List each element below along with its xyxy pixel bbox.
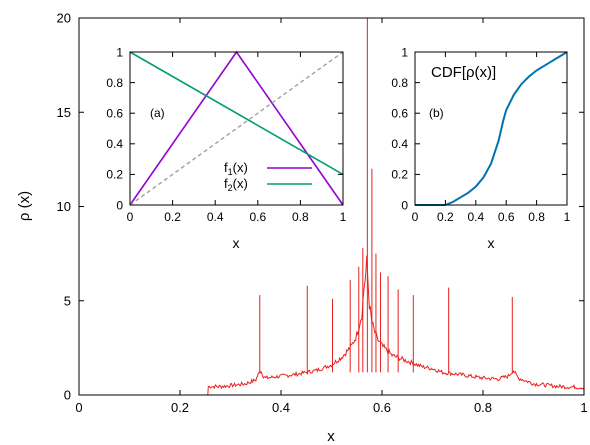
legend-label-f2: f2(x)	[224, 176, 248, 193]
main-y-axis-label: ρ (x)	[16, 191, 33, 221]
inset-a-x-axis-label: x	[233, 235, 240, 251]
x-tick-label: 0.8	[292, 210, 309, 224]
inset-a-ticks: 0 0.2 0.4 0.6 0.8 1 0 0.2 0.4 0.6 0.8 1	[106, 45, 346, 224]
y-tick-label: 0	[401, 198, 408, 212]
main-x-axis-label: x	[327, 428, 335, 445]
x-tick-label: 0.8	[474, 400, 492, 415]
legend-label-f1: f1(x)	[224, 160, 248, 177]
y-tick-label: 0.4	[106, 137, 123, 151]
y-tick-label: 0	[116, 198, 123, 212]
inset-b-x-axis-label: x	[488, 235, 495, 251]
series-line-unnamed-0	[415, 51, 568, 206]
x-tick-label: 1	[340, 210, 347, 224]
inset-b-chart: 0 0.2 0.4 0.6 0.8 1 0 0.2 0.4 0.6 0.8 1 CDF[ρ(x)] (…	[391, 45, 570, 251]
x-tick-label: 0.8	[528, 210, 545, 224]
y-tick-label: 0.8	[391, 76, 408, 90]
y-tick-label: 0.4	[391, 137, 408, 151]
inset-a-legend: f1(x) f2(x)	[224, 160, 312, 193]
x-tick-label: 0	[412, 210, 419, 224]
x-tick-label: 0.6	[498, 210, 515, 224]
y-tick-label: 10	[57, 199, 71, 214]
x-tick-label: 0.2	[437, 210, 454, 224]
x-tick-label: 0	[127, 210, 134, 224]
x-tick-label: 0.4	[207, 210, 224, 224]
x-tick-label: 0.4	[467, 210, 484, 224]
y-tick-label: 0.6	[391, 107, 408, 121]
inset-a-annotation: (a)	[150, 106, 165, 120]
inset-b-background	[415, 52, 567, 205]
y-tick-label: 0.2	[106, 168, 123, 182]
y-tick-label: 15	[57, 105, 71, 120]
x-tick-label: 1	[564, 210, 571, 224]
x-tick-label: 1	[580, 400, 587, 415]
inset-b-annotation: (b)	[429, 106, 444, 120]
y-tick-label: 1	[401, 45, 408, 59]
x-tick-label: 0	[75, 400, 82, 415]
series-line-unnamed-2	[129, 51, 344, 206]
x-tick-label: 0.6	[373, 400, 391, 415]
y-tick-label: 0.6	[106, 107, 123, 121]
y-tick-label: 5	[64, 293, 71, 308]
y-tick-label: 0.2	[391, 168, 408, 182]
legend-f1-tail: (x)	[233, 160, 248, 175]
inset-b-title: CDF[ρ(x)]	[431, 64, 496, 81]
y-tick-label: 1	[116, 45, 123, 59]
legend-f1-base: f	[224, 160, 228, 175]
x-tick-label: 0.2	[164, 210, 181, 224]
density-series-line	[79, 255, 585, 396]
main-series-group	[79, 18, 585, 396]
x-tick-label: 0.6	[249, 210, 266, 224]
x-tick-label: 0.4	[272, 400, 290, 415]
inset-b-series-group	[415, 51, 568, 206]
legend-f2-tail: (x)	[233, 176, 248, 191]
y-tick-label: 20	[57, 11, 71, 26]
legend-f1-sub: 1	[228, 167, 233, 177]
inset-b-ticks: 0 0.2 0.4 0.6 0.8 1 0 0.2 0.4 0.6 0.8 1	[391, 45, 570, 224]
series-line-f2x	[129, 51, 344, 176]
x-tick-label: 0.2	[171, 400, 189, 415]
inset-a-chart: 0 0.2 0.4 0.6 0.8 100.20.40.60.81 (a) x f1(x)…	[106, 45, 346, 251]
legend-f2-base: f	[224, 176, 228, 191]
y-tick-label: 0	[64, 388, 71, 403]
inset-b-frame	[414, 51, 568, 206]
legend-f2-sub: 2	[228, 183, 233, 193]
inset-a-frame	[129, 51, 344, 206]
y-tick-label: 0.8	[106, 76, 123, 90]
